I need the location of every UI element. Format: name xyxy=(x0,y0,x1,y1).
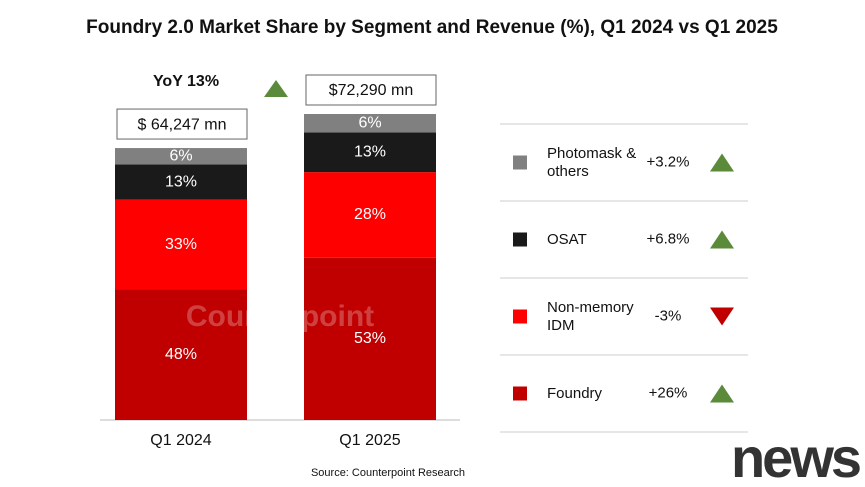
legend-label: Foundry xyxy=(547,384,603,402)
x-tick-label: Q1 2024 xyxy=(150,432,211,449)
bar-segment xyxy=(115,164,247,200)
chart-title: Foundry 2.0 Market Share by Segment and … xyxy=(86,17,778,38)
value-label: 13% xyxy=(165,173,197,190)
legend-label: Photomask & others xyxy=(547,144,637,180)
bar-segment xyxy=(115,289,247,420)
logo: news xyxy=(731,426,860,487)
change-arrow xyxy=(710,384,734,403)
bar-segment xyxy=(304,132,436,173)
value-label: 6% xyxy=(169,147,192,164)
legend-swatch xyxy=(513,309,527,324)
bar-segment xyxy=(304,172,436,258)
change-label: +6.8% xyxy=(647,230,690,247)
total-label: $72,290 mn xyxy=(329,82,414,99)
value-label: 28% xyxy=(354,206,386,223)
change-label: +3.2% xyxy=(647,153,690,170)
legend-swatch xyxy=(513,232,527,247)
value-label: 53% xyxy=(354,330,386,347)
change-label: -3% xyxy=(655,307,682,324)
bar-segment xyxy=(304,257,436,420)
legend-label: OSAT xyxy=(547,230,587,248)
yoy-arrow xyxy=(264,80,288,97)
x-tick-label: Q1 2025 xyxy=(339,432,400,449)
bar-segment xyxy=(115,148,247,165)
total-box xyxy=(305,74,437,106)
watermark: Counterpoint xyxy=(186,300,374,333)
yoy-label: YoY 13% xyxy=(153,73,219,90)
bar-segment xyxy=(304,114,436,133)
total-box xyxy=(116,108,248,140)
value-label: 6% xyxy=(358,114,381,131)
source: Source: Counterpoint Research xyxy=(311,467,465,479)
change-label: +26% xyxy=(649,384,688,401)
change-arrow xyxy=(710,307,734,326)
legend-label: Non-memory IDM xyxy=(547,298,634,334)
value-label: 13% xyxy=(354,143,386,160)
change-arrow xyxy=(710,230,734,249)
value-label: 48% xyxy=(165,346,197,363)
change-arrow xyxy=(710,153,734,172)
total-label: $ 64,247 mn xyxy=(138,116,227,133)
bar-segment xyxy=(115,199,247,290)
legend-swatch xyxy=(513,155,527,170)
legend-swatch xyxy=(513,386,527,401)
value-label: 33% xyxy=(165,236,197,253)
